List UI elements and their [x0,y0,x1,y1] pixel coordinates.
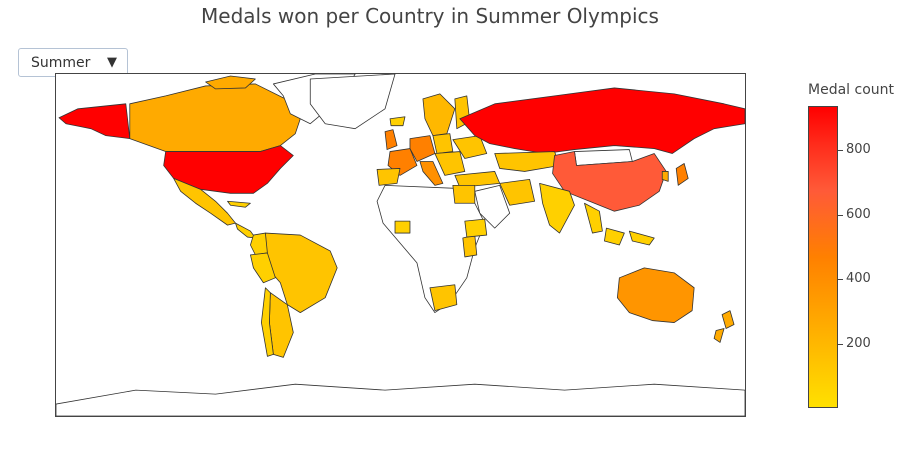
map-svg [56,74,745,416]
country-egypt [452,184,476,204]
country-usa [163,145,294,194]
country-colombia [250,232,268,256]
colorbar [808,106,838,408]
colorbar-tick-mark [838,344,843,345]
country-ukraine [452,135,488,159]
country-spain [376,168,401,186]
colorbar-tick-400: 400 [846,271,871,286]
country-japan [675,163,689,186]
country-alaska [58,103,131,140]
country-chile [261,287,274,357]
country-ethiopia [464,218,488,238]
country-germany [409,135,436,162]
antarctica [56,383,745,416]
season-dropdown[interactable]: Summer ▼ [18,48,128,77]
colorbar-tick-800: 800 [846,142,871,157]
country-russia [459,87,745,154]
colorbar-tick-mark [838,215,843,216]
world-choropleth-map[interactable] [55,73,746,417]
colorbar-tick-mark [838,279,843,280]
country-south-korea [661,171,669,182]
country-italy [419,161,444,186]
country-mexico [173,177,236,226]
country-canada [129,83,301,152]
chevron-down-icon: ▼ [107,55,117,70]
country-kazakhstan [494,151,560,172]
colorbar-tick-mark [838,150,843,151]
country-kenya [462,234,478,258]
country-sweden [422,93,456,137]
country-uk [384,129,398,150]
country-new-zealand [721,310,735,329]
country-india [539,182,575,234]
colorbar-tick-600: 600 [846,207,871,222]
dropdown-selected-label: Summer [31,54,91,71]
country-peru [250,252,276,284]
country-south-africa [429,284,458,312]
colorbar-tick-200: 200 [846,336,871,351]
chart-title: Medals won per Country in Summer Olympic… [201,4,659,28]
country-iran [499,178,536,206]
colorbar-title: Medal count [808,82,894,98]
country-poland [432,133,454,154]
country-australia [616,267,695,323]
